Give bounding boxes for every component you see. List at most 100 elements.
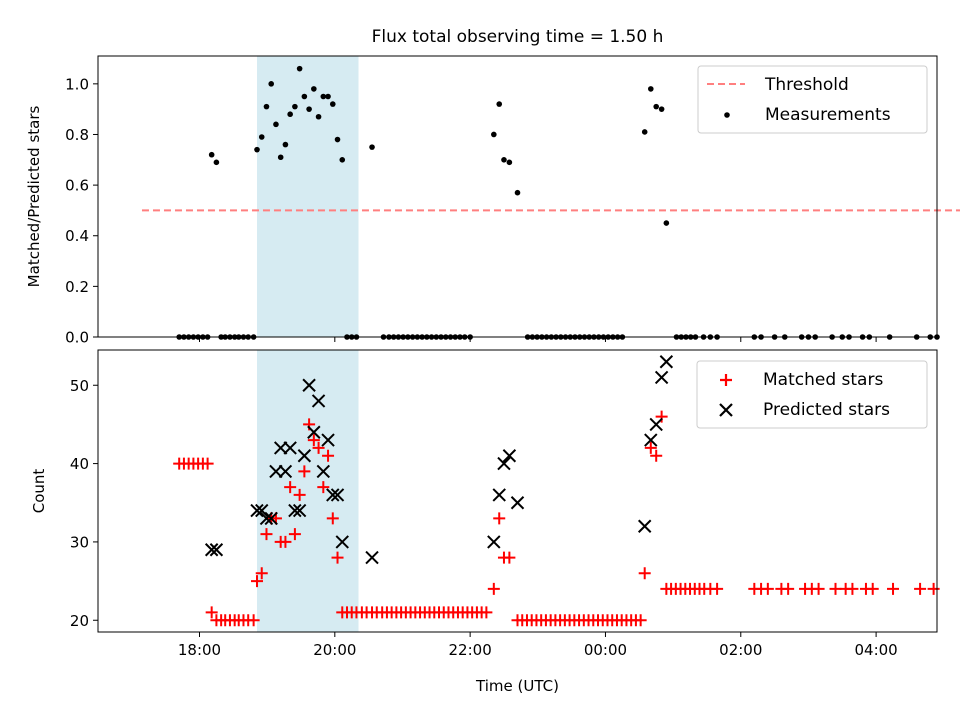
x-tick-label: 00:00 bbox=[584, 641, 627, 659]
y-tick-label: 20 bbox=[70, 612, 89, 630]
matched-star-marker bbox=[503, 551, 516, 564]
ratio-panel-legend: Threshold Measurements bbox=[697, 65, 928, 134]
predicted-star-marker bbox=[209, 543, 224, 557]
predicted-star-marker bbox=[250, 503, 264, 518]
legend-matched-swatch bbox=[720, 374, 732, 386]
x-tick-label: 22:00 bbox=[449, 641, 492, 659]
matched-star-marker bbox=[711, 582, 724, 595]
measurement-point bbox=[306, 106, 312, 112]
predicted-star-marker bbox=[330, 488, 345, 502]
legend-predicted-label: Predicted stars bbox=[763, 400, 890, 420]
predicted-star-marker bbox=[264, 511, 278, 526]
observing-window-shade bbox=[257, 56, 359, 337]
predicted-star-marker bbox=[497, 456, 511, 471]
count-panel-y-ticks: 20 30 40 50 bbox=[70, 377, 98, 630]
predicted-star-marker bbox=[283, 441, 297, 455]
y-tick-label: 30 bbox=[70, 533, 89, 551]
matched-star-marker bbox=[493, 512, 506, 525]
measurement-point bbox=[277, 154, 284, 161]
predicted-star-marker bbox=[335, 535, 349, 549]
legend-threshold-label: Threshold bbox=[764, 75, 849, 95]
predicted-star-marker bbox=[302, 378, 316, 392]
predicted-star-marker bbox=[654, 370, 669, 385]
matched-star-marker bbox=[284, 481, 297, 494]
predicted-star-marker bbox=[311, 394, 326, 408]
predicted-star-marker bbox=[273, 441, 288, 455]
measurement-point bbox=[339, 156, 346, 163]
shaded-span bbox=[257, 350, 359, 632]
y-tick-label: 0.2 bbox=[65, 278, 89, 296]
y-tick-label: 50 bbox=[70, 377, 89, 395]
measurement-point bbox=[329, 101, 336, 107]
predicted-star-marker bbox=[649, 417, 663, 432]
predicted-star-marker bbox=[487, 535, 501, 549]
measurement-point bbox=[287, 111, 293, 118]
shaded-span bbox=[257, 56, 359, 337]
predicted-star-marker bbox=[365, 550, 379, 565]
measurement-point bbox=[491, 131, 497, 138]
legend-measurements-swatch bbox=[724, 112, 730, 118]
measurement-point bbox=[213, 159, 220, 166]
measurement-point bbox=[315, 113, 322, 120]
ratio-panel: 0.0 0.2 0.4 0.6 0.8 1.0 Flux total observing … bbox=[25, 27, 960, 347]
x-tick-label: 20:00 bbox=[313, 641, 356, 659]
predicted-star-marker bbox=[269, 464, 283, 479]
measurement-point bbox=[496, 101, 503, 107]
time-x-axis-label: Time (UTC) bbox=[475, 677, 559, 695]
matched-star-marker bbox=[201, 457, 214, 470]
matched-star-marker bbox=[644, 441, 657, 454]
observing-window-shade bbox=[257, 350, 359, 632]
count-panel: 18:00 20:00 22:00 00:00 02:00 04:00 20304050 … bbox=[30, 349, 940, 695]
measurement-point bbox=[254, 146, 260, 153]
measurement-point bbox=[268, 81, 275, 87]
measurement-point bbox=[658, 106, 665, 112]
measurement-point bbox=[653, 103, 660, 110]
matched-star-marker bbox=[761, 582, 774, 595]
matched-star-marker bbox=[247, 614, 260, 627]
measurement-point bbox=[369, 144, 375, 150]
matched-stars-points bbox=[173, 410, 940, 627]
matched-star-marker bbox=[260, 528, 273, 541]
measurement-point bbox=[325, 93, 331, 100]
predicted-star-marker bbox=[492, 488, 506, 502]
predicted-star-marker bbox=[292, 503, 307, 518]
x-tick-label: 18:00 bbox=[178, 641, 221, 659]
matched-star-marker bbox=[307, 434, 320, 447]
count-y-axis-label: Count bbox=[30, 469, 48, 514]
matched-star-marker bbox=[288, 528, 301, 541]
measurement-point bbox=[292, 103, 298, 110]
predicted-stars-points bbox=[204, 355, 674, 565]
matched-star-marker bbox=[887, 582, 900, 595]
matched-star-marker bbox=[812, 582, 825, 595]
count-panel-x-ticks: 18:00 20:00 22:00 00:00 02:00 04:00 bbox=[178, 632, 898, 659]
predicted-star-marker bbox=[259, 511, 274, 526]
measurement-point bbox=[301, 93, 308, 100]
measurement-point bbox=[258, 134, 265, 140]
matched-star-marker bbox=[634, 614, 647, 627]
ratio-y-axis-label: Matched/Predicted stars bbox=[25, 106, 43, 288]
matched-star-marker bbox=[914, 582, 927, 595]
legend-box bbox=[696, 360, 928, 429]
measurement-point bbox=[663, 220, 670, 226]
y-tick-label: 0.6 bbox=[65, 177, 89, 195]
measurement-point bbox=[334, 136, 341, 143]
measurement-point bbox=[263, 103, 270, 110]
legend-matched-label: Matched stars bbox=[763, 370, 883, 390]
predicted-star-marker bbox=[204, 543, 219, 557]
measurement-point bbox=[208, 151, 215, 158]
predicted-star-marker bbox=[659, 355, 674, 369]
matched-star-marker bbox=[317, 481, 330, 494]
predicted-star-marker bbox=[255, 503, 269, 518]
matched-star-marker bbox=[487, 582, 500, 595]
predicted-star-marker bbox=[321, 433, 335, 447]
ratio-panel-frame bbox=[97, 55, 938, 338]
x-tick-label: 04:00 bbox=[854, 641, 897, 659]
matched-star-marker bbox=[279, 535, 292, 548]
matched-star-marker bbox=[331, 551, 344, 564]
matched-star-marker bbox=[866, 582, 879, 595]
chart-title: Flux total observing time = 1.50 h bbox=[372, 27, 664, 47]
matched-star-marker bbox=[293, 488, 306, 501]
measurement-point bbox=[501, 156, 507, 163]
ratio-panel-x-ticks bbox=[198, 337, 877, 342]
